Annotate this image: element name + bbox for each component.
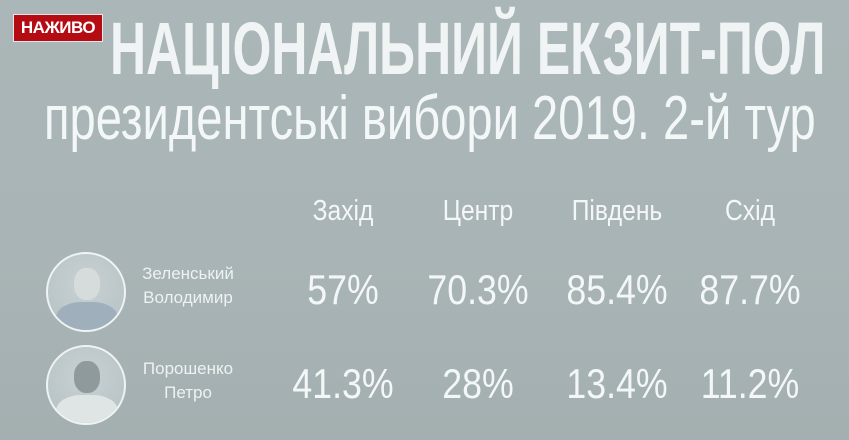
candidate-name: Зеленський Володимир [130, 262, 246, 310]
candidate-first-name: Володимир [143, 288, 233, 307]
value-south: 13.4% [566, 360, 668, 407]
value-west: 41.3% [292, 360, 394, 407]
candidate-surname: Порошенко [142, 359, 234, 378]
value-south: 85.4% [566, 266, 668, 313]
candidate-surname: Зеленський [142, 264, 234, 283]
candidate-name: Порошенко Петро [130, 357, 246, 405]
column-header-center: Центр [442, 195, 514, 227]
live-badge: НАЖИВО [13, 14, 103, 42]
candidate-photo [46, 252, 126, 332]
value-west: 57% [307, 266, 379, 313]
value-east: 11.2% [700, 360, 800, 407]
value-center: 70.3% [427, 266, 529, 313]
column-header-west: Захід [312, 195, 374, 227]
column-header-east: Схід [725, 195, 775, 227]
value-east: 87.7% [699, 266, 801, 313]
candidate-first-name: Петро [164, 383, 212, 402]
value-center: 28% [442, 360, 514, 407]
title-line-2: президентські вибори 2019. 2-й тур [44, 84, 816, 153]
title-line-1: НАЦІОНАЛЬНИЙ ЕКЗИТ-ПОЛ [110, 7, 826, 90]
column-header-south: Південь [571, 195, 663, 227]
candidate-photo [46, 345, 126, 425]
